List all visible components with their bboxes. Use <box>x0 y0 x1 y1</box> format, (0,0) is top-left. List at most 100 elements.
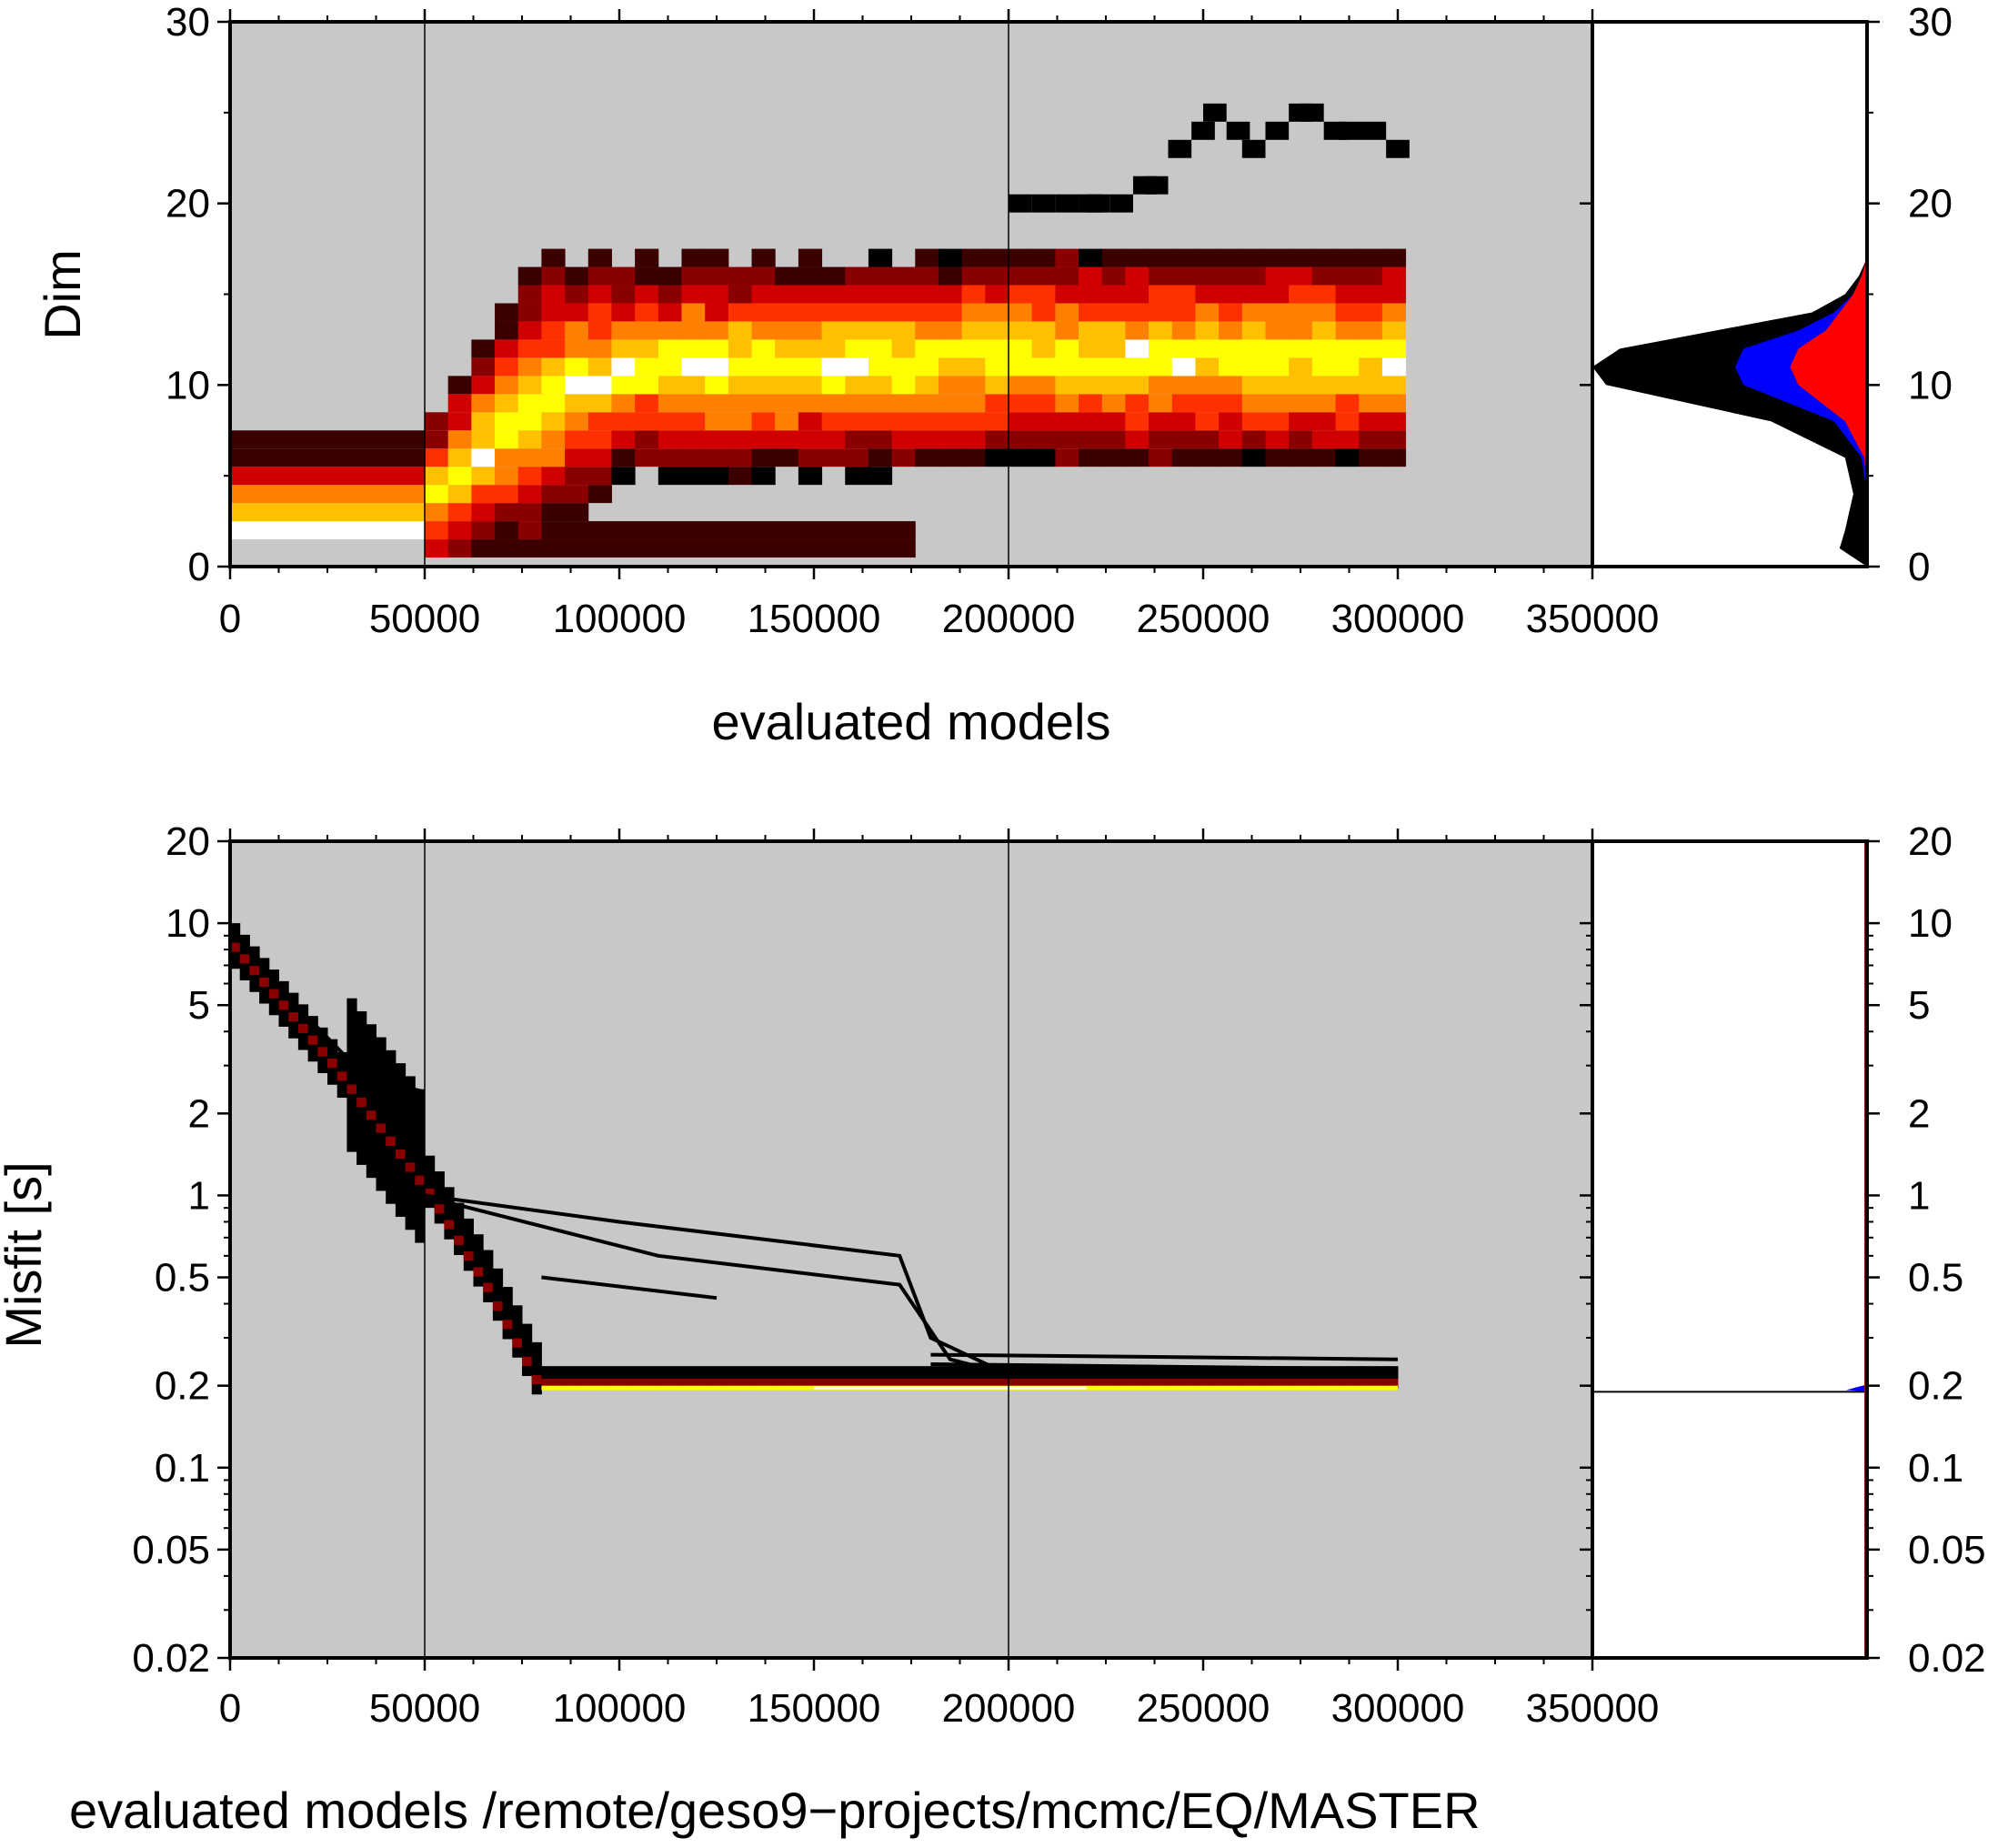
misfit-core <box>327 1059 338 1069</box>
dim-cell <box>751 467 776 486</box>
dim-cell <box>821 539 846 558</box>
dim-cell <box>1101 376 1126 395</box>
dim-cell <box>681 467 706 486</box>
dim-cell <box>1055 303 1079 322</box>
dim-cell <box>891 357 916 377</box>
dim-cell <box>798 266 823 286</box>
dim-cell <box>775 339 799 358</box>
dim-cell <box>1359 394 1383 413</box>
dim-cell <box>915 448 939 467</box>
dim-cell <box>775 266 799 286</box>
outlier-cell <box>1226 121 1250 140</box>
dim-cell <box>868 266 893 286</box>
dim-cell <box>1195 266 1220 286</box>
y-tick-label-right: 1 <box>1908 1173 1930 1218</box>
dim-cell <box>938 448 963 467</box>
misfit-band <box>1086 1366 1097 1389</box>
dim-cell <box>681 376 706 395</box>
misfit-core <box>288 1012 299 1022</box>
dim-cell <box>751 285 776 304</box>
dim-cell <box>635 376 659 395</box>
dim-cell <box>565 394 589 413</box>
y-tick-label: 0 <box>188 545 210 589</box>
dim-cell <box>728 285 753 304</box>
misfit-band <box>1193 1366 1204 1389</box>
dim-cell <box>635 303 659 322</box>
burnin-cell <box>230 503 425 522</box>
dim-cell <box>1381 376 1407 395</box>
misfit-band <box>1135 1366 1146 1389</box>
outlier-cell <box>1109 194 1133 213</box>
dim-cell <box>915 266 939 286</box>
dim-cell <box>1009 357 1033 377</box>
misfit-band <box>804 1366 815 1389</box>
dim-cell <box>541 539 566 558</box>
misfit-core <box>1106 1379 1117 1389</box>
misfit-core <box>483 1282 494 1292</box>
dim-cell <box>1311 430 1337 449</box>
dim-cell <box>705 430 729 449</box>
misfit-core <box>560 1379 571 1389</box>
misfit-core <box>230 942 241 952</box>
dim-cell <box>821 521 846 540</box>
dim-cell <box>1265 266 1290 286</box>
dim-cell <box>1311 339 1337 358</box>
misfit-core <box>317 1047 328 1057</box>
dim-cell <box>821 285 846 304</box>
dim-cell <box>611 376 636 395</box>
misfit-core <box>1330 1379 1340 1389</box>
misfit-band <box>1115 1366 1126 1389</box>
misfit-core <box>1310 1379 1320 1389</box>
dim-cell <box>1125 357 1150 377</box>
dim-cell <box>517 430 542 449</box>
dim-cell <box>425 485 449 504</box>
dim-cell <box>1101 394 1126 413</box>
dim-cell <box>985 266 1009 286</box>
dim-cell <box>565 376 589 395</box>
dim-cell <box>611 412 636 431</box>
dim-cell <box>1219 376 1243 395</box>
dim-cell <box>658 430 682 449</box>
misfit-core <box>522 1356 533 1366</box>
misfit-core <box>434 1204 445 1214</box>
misfit-band <box>502 1287 513 1340</box>
dim-cell <box>1171 266 1196 286</box>
dim-cell <box>1289 448 1313 467</box>
misfit-core <box>1009 1379 1019 1389</box>
dim-cell <box>1289 321 1313 340</box>
burnin-cell <box>230 448 425 467</box>
dim-cell <box>565 521 589 540</box>
dim-cell <box>775 357 799 377</box>
dim-cell <box>1219 448 1243 467</box>
dim-cell <box>1241 248 1266 267</box>
dim-cell <box>1335 412 1360 431</box>
dim-cell <box>635 412 659 431</box>
outlier-cell <box>1144 176 1169 195</box>
dim-cell <box>471 467 496 486</box>
misfit-band <box>356 1010 367 1165</box>
dim-cell <box>1311 248 1337 267</box>
dim-cell <box>961 357 986 377</box>
misfit-band <box>425 1155 436 1209</box>
side-chain <box>424 1193 1009 1377</box>
dim-cell <box>1149 339 1173 358</box>
misfit-core <box>463 1251 474 1261</box>
dim-cell <box>1125 321 1150 340</box>
dim-cell <box>1219 266 1243 286</box>
dim-cell <box>1055 430 1079 449</box>
dim-cell <box>565 485 589 504</box>
dim-cell <box>1265 248 1290 267</box>
misfit-band <box>901 1366 912 1389</box>
misfit-band <box>969 1366 980 1389</box>
x-tick-label: 50000 <box>369 597 480 641</box>
dim-cell <box>1289 266 1313 286</box>
dim-cell <box>798 303 823 322</box>
dim-cell <box>1125 394 1150 413</box>
dim-cell <box>658 448 682 467</box>
misfit-core <box>1378 1379 1389 1389</box>
dim-cell <box>1359 448 1383 467</box>
dim-cell <box>681 303 706 322</box>
dim-cell <box>1289 303 1313 322</box>
dim-cell <box>985 248 1009 267</box>
dim-cell <box>517 539 542 558</box>
